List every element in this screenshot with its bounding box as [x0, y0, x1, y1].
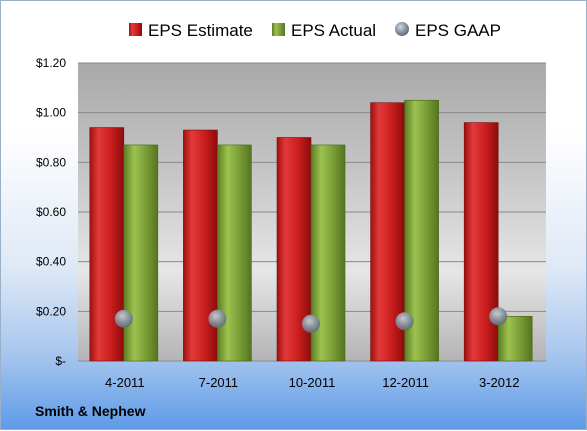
y-tick-label: $-	[55, 354, 66, 368]
y-tick-label: $0.80	[36, 155, 66, 169]
marker-eps-gaap	[208, 309, 227, 328]
bar-eps-actual	[217, 144, 252, 362]
x-category-label: 12-2011	[382, 375, 429, 390]
y-axis-tick-labels: $- $0.20 $0.40 $0.60 $0.80 $1.00 $1.20	[36, 56, 66, 368]
bar-eps-actual	[497, 315, 533, 362]
x-axis-category-labels: 4-2011 7-2011 10-2011 12-2011 3-2012	[105, 375, 519, 390]
x-category-label: 4-2011	[105, 375, 145, 390]
marker-eps-gaap	[395, 312, 414, 331]
legend-label: EPS Estimate	[148, 21, 253, 40]
y-tick-label: $0.60	[36, 205, 66, 219]
company-name: Smith & Nephew	[35, 403, 146, 419]
y-tick-label: $0.40	[36, 255, 66, 269]
gaap-markers	[114, 307, 508, 333]
y-tick-label: $1.20	[36, 56, 66, 70]
marker-eps-gaap	[489, 307, 508, 326]
legend-swatch	[129, 23, 142, 36]
x-category-label: 7-2011	[199, 375, 239, 390]
marker-eps-gaap	[114, 309, 133, 328]
legend-swatch	[272, 23, 285, 36]
bar-eps-estimate	[463, 122, 499, 362]
legend: EPS Estimate EPS Actual EPS GAAP	[129, 21, 501, 40]
legend-label: EPS GAAP	[415, 21, 501, 40]
y-tick-label: $0.20	[36, 304, 66, 318]
y-tick-label: $1.00	[36, 106, 66, 120]
legend-label: EPS Actual	[291, 21, 376, 40]
x-category-label: 10-2011	[289, 375, 336, 390]
marker-eps-gaap	[302, 314, 320, 333]
bar-eps-estimate	[183, 129, 218, 362]
bar-eps-actual	[123, 144, 159, 362]
legend-swatch	[395, 22, 409, 36]
x-category-label: 3-2012	[479, 375, 519, 390]
